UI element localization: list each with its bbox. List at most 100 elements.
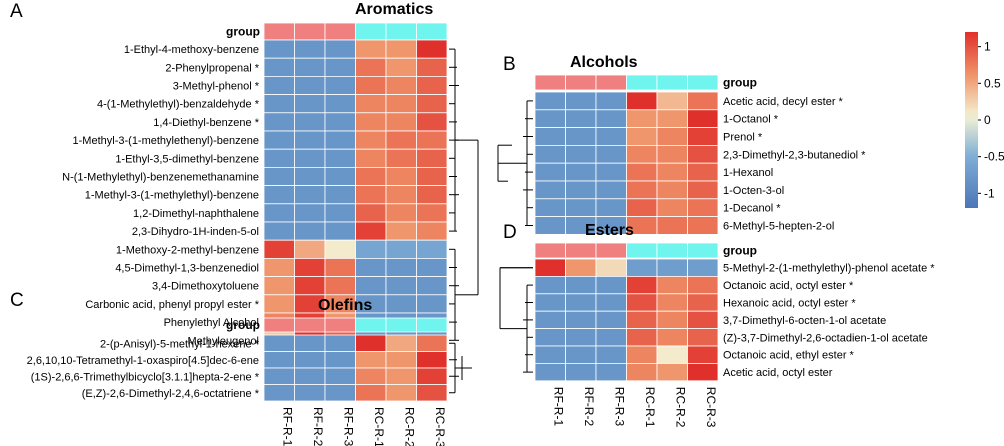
heatmap-cell — [416, 203, 448, 223]
group-cell-rc — [656, 242, 688, 259]
heatmap-cell — [565, 144, 597, 164]
heatmap-cell — [263, 39, 295, 59]
row-label: Hexanoic acid, octyl ester * — [723, 298, 856, 310]
heatmap-cell — [565, 293, 597, 312]
legend-tick-label: 0 — [984, 113, 991, 127]
heatmap-cell — [263, 334, 295, 352]
panel-a: A Aromatics group 1-Ethyl-4-methoxy-benzene… — [10, 1, 479, 350]
heatmap-cell — [656, 275, 688, 295]
heatmap-cell — [263, 384, 295, 402]
group-label: group — [723, 244, 757, 258]
group-cell-rc — [416, 22, 448, 41]
heatmap-cell — [626, 180, 658, 200]
heatmap-cell — [355, 384, 387, 402]
heatmap-cell — [385, 384, 417, 402]
heatmap-cell — [385, 221, 417, 241]
column-label: RC-R-1 — [643, 387, 657, 428]
row-label: 1-Hexanol — [723, 167, 773, 179]
esters-top-dendrogram — [499, 267, 533, 329]
heatmap-cell — [534, 275, 566, 295]
heatmap-cell — [263, 239, 295, 259]
heatmap-cell — [626, 109, 658, 129]
heatmap-cell — [656, 258, 688, 277]
row-label: 1,4-Diethyl-benzene * — [153, 117, 260, 129]
heatmap-cell — [595, 144, 627, 164]
heatmap-cell — [626, 362, 658, 382]
row-label: 4-(1-Methylethyl)-benzaldehyde * — [97, 99, 260, 111]
panel-title: Alcohols — [570, 54, 638, 71]
heatmap-cell — [416, 94, 448, 114]
heatmap-cell — [687, 362, 719, 382]
heatmap-cell — [355, 367, 387, 385]
heatmap-cell — [656, 198, 688, 218]
panel-c: C Olefins group 2-(p-Anisyl)-5-methyl-1-hex… — [10, 290, 472, 446]
heatmap-cell — [385, 276, 417, 296]
heatmap-cell — [595, 127, 627, 146]
row-dendrogram — [449, 48, 479, 341]
group-cell-rc — [656, 74, 688, 91]
heatmap-cell — [385, 148, 417, 168]
heatmap-cell — [263, 351, 295, 369]
heatmap-cell — [324, 166, 356, 186]
heatmap-cell — [534, 258, 566, 277]
heatmap-cell — [656, 109, 688, 129]
group-cell-rf — [324, 22, 356, 41]
heatmap-cell — [534, 328, 566, 347]
column-label: RF-R-2 — [582, 387, 596, 427]
heatmap-cell — [534, 127, 566, 146]
heatmap-cell — [294, 185, 326, 205]
row-label: Carbonic acid, phenyl propyl ester * — [85, 299, 259, 311]
heatmap-cell — [626, 310, 658, 330]
group-cell-rc — [687, 74, 719, 91]
heatmap-cell — [565, 127, 597, 146]
row-label: 1-Ethyl-4-methoxy-benzene — [124, 44, 259, 56]
heatmap-cell — [294, 276, 326, 296]
heatmap-cell — [565, 91, 597, 111]
heatmap-cell — [263, 166, 295, 186]
column-label: RF-R-1 — [551, 387, 565, 427]
heatmap-cell — [324, 384, 356, 402]
heatmap-cell — [294, 112, 326, 132]
heatmap-cell — [416, 112, 448, 132]
row-label: Acetic acid, octyl ester — [723, 367, 833, 379]
heatmap-cell — [534, 345, 566, 364]
heatmap-cell — [534, 293, 566, 312]
heatmap-cell — [595, 293, 627, 312]
heatmap-cell — [294, 130, 326, 150]
group-cell-rc — [355, 317, 387, 333]
heatmap-cell — [687, 198, 719, 218]
heatmap-cell — [687, 310, 719, 330]
heatmap-cell — [263, 185, 295, 205]
heatmap-cell — [385, 203, 417, 223]
heatmap-cell — [687, 216, 719, 235]
row-label: 1-Decanol * — [723, 203, 781, 215]
heatmap-cell — [294, 351, 326, 369]
heatmap-cell — [416, 239, 448, 259]
heatmap-cell — [263, 94, 295, 114]
row-label: Acetic acid, decyl ester * — [723, 96, 844, 108]
heatmap-cell — [355, 76, 387, 96]
heatmap-cell — [656, 91, 688, 111]
heatmap-cell — [534, 180, 566, 200]
heatmap-cell — [355, 39, 387, 59]
group-cell-rf — [294, 22, 326, 41]
heatmap-cell — [687, 109, 719, 129]
color-legend: 1 0.5 0 -0.5 -1 — [965, 32, 1004, 208]
heatmap-cell — [294, 148, 326, 168]
heatmap-cell — [534, 109, 566, 129]
column-label: RC-R-3 — [704, 387, 718, 428]
row-label: Octanoic acid, octyl ester * — [723, 280, 854, 292]
row-label: 6-Methyl-5-hepten-2-ol — [723, 221, 834, 233]
heatmap-cell — [294, 57, 326, 77]
heatmap-cell — [416, 334, 448, 352]
heatmap-cell — [263, 148, 295, 168]
heatmap-cell — [656, 310, 688, 330]
heatmap-cell — [355, 185, 387, 205]
heatmap-cell — [565, 162, 597, 182]
heatmap-cell — [595, 91, 627, 111]
row-label: Methyleugenol — [187, 335, 259, 347]
column-label: RC-R-3 — [433, 407, 447, 446]
row-label: 1-Octanol * — [723, 114, 779, 126]
heatmap-cell — [294, 166, 326, 186]
heatmap-cell — [687, 275, 719, 295]
